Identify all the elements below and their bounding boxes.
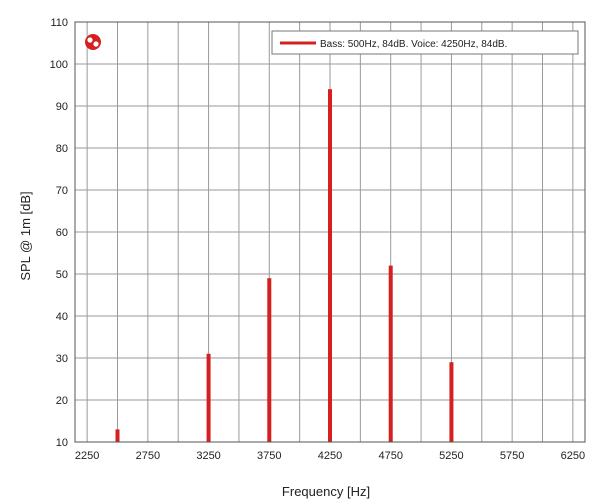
x-tick-label: 5750 bbox=[500, 450, 524, 462]
plot-frame bbox=[74, 21, 586, 443]
spectral-bar bbox=[267, 278, 272, 442]
y-tick-label: 10 bbox=[56, 437, 68, 449]
y-tick-label: 30 bbox=[56, 353, 68, 365]
x-tick-label: 6250 bbox=[561, 450, 585, 462]
y-tick-label: 110 bbox=[50, 17, 68, 29]
spectral-bar bbox=[328, 89, 332, 442]
x-tick-label: 3250 bbox=[196, 450, 220, 462]
legend: Bass: 500Hz, 84dB. Voice: 4250Hz, 84dB. bbox=[271, 30, 579, 55]
x-tick-label: 5250 bbox=[439, 450, 463, 462]
legend-label: Bass: 500Hz, 84dB. Voice: 4250Hz, 84dB. bbox=[320, 39, 507, 50]
y-tick-label: 100 bbox=[50, 59, 68, 71]
x-tick-label: 2250 bbox=[75, 450, 99, 462]
x-tick-label: 3750 bbox=[257, 450, 281, 462]
bars bbox=[115, 89, 454, 442]
x-tick-label: 4750 bbox=[378, 450, 402, 462]
y-tick-label: 90 bbox=[56, 101, 68, 113]
y-tick-label: 40 bbox=[56, 311, 68, 323]
y-tick-label: 70 bbox=[56, 185, 68, 197]
x-tick-label: 2750 bbox=[136, 450, 160, 462]
spectral-bar bbox=[206, 353, 211, 442]
spectral-bar bbox=[449, 362, 454, 442]
y-tick-label: 80 bbox=[56, 143, 68, 155]
x-tick-labels: 2250 2750 3250 3750 4250 4750 5250 5750 6250 bbox=[75, 450, 585, 462]
y-tick-label: 50 bbox=[56, 269, 68, 281]
x-axis-label: Frequency [Hz] bbox=[282, 484, 370, 499]
y-tick-labels: 10 20 30 40 50 60 70 80 90 100 110 bbox=[50, 17, 68, 449]
y-axis-label: SPL @ 1m [dB] bbox=[18, 191, 33, 280]
y-tick-label: 20 bbox=[56, 395, 68, 407]
x-tick-label: 4250 bbox=[318, 450, 342, 462]
spectral-bar bbox=[388, 265, 393, 442]
y-tick-label: 60 bbox=[56, 227, 68, 239]
spectral-bar bbox=[115, 429, 120, 442]
legend-box bbox=[271, 30, 579, 55]
red-circle-logo-icon bbox=[85, 34, 101, 50]
